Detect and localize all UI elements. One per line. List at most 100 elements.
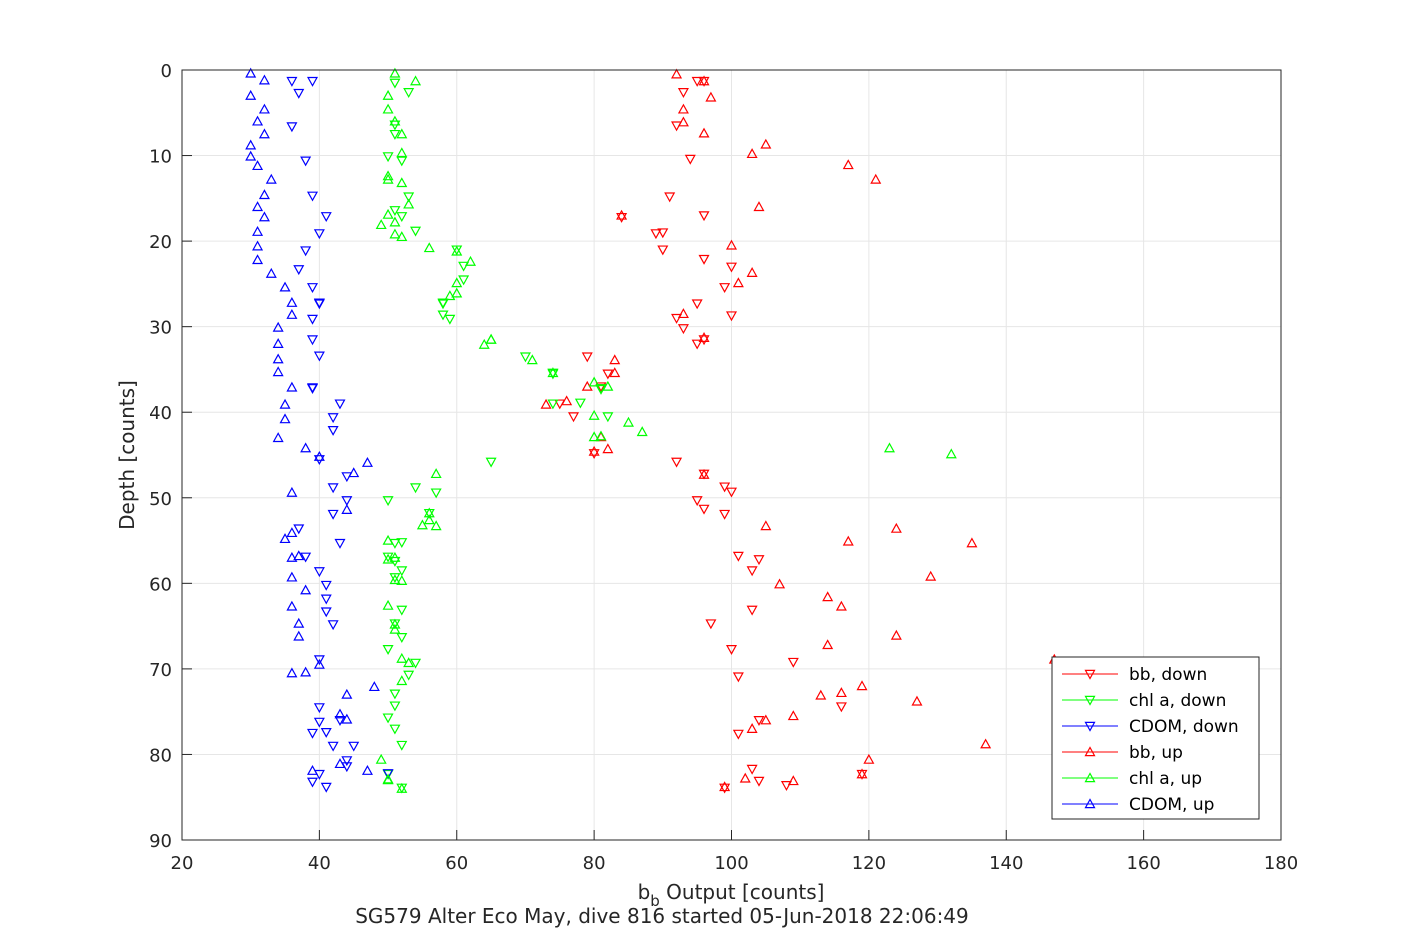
data-point — [698, 468, 710, 479]
data-point — [396, 740, 408, 751]
data-point — [389, 724, 401, 735]
data-point — [684, 154, 696, 165]
data-point — [671, 313, 683, 324]
data-point — [306, 314, 319, 325]
data-point — [348, 467, 360, 478]
data-point — [300, 246, 312, 257]
data-point — [313, 298, 325, 309]
data-point — [382, 534, 394, 545]
legend-marker — [1084, 772, 1096, 783]
data-point — [389, 623, 401, 634]
data-point — [382, 496, 394, 507]
data-point — [313, 450, 325, 461]
data-point — [361, 764, 373, 775]
legend-marker — [1084, 695, 1096, 706]
data-point — [272, 338, 284, 348]
data-point — [519, 352, 531, 363]
data-point — [526, 354, 538, 365]
data-point — [478, 338, 490, 349]
data-point — [444, 314, 456, 325]
data-point — [911, 695, 923, 706]
data-point — [780, 781, 792, 791]
y-axis-ticks: 0 10 20 30 40 50 60 70 80 90 — [149, 61, 192, 852]
data-point — [279, 533, 291, 544]
data-point — [609, 354, 621, 365]
data-point — [272, 321, 284, 332]
data-point — [396, 566, 408, 577]
data-point — [306, 76, 319, 87]
data-point — [293, 617, 305, 628]
data-point — [732, 551, 744, 562]
data-point — [698, 127, 710, 138]
data-point — [835, 687, 847, 698]
data-point — [389, 78, 401, 89]
data-point — [382, 89, 394, 100]
data-point — [698, 332, 710, 342]
data-point — [691, 76, 703, 87]
data-point — [980, 738, 992, 749]
data-point — [286, 122, 298, 133]
data-point — [588, 449, 600, 460]
data-point — [842, 535, 854, 546]
data-point — [609, 367, 621, 378]
data-point — [698, 254, 710, 265]
data-point — [258, 74, 270, 85]
data-point — [677, 88, 689, 98]
data-point — [382, 170, 394, 181]
data-point — [677, 308, 689, 319]
data-point — [389, 701, 401, 712]
data-point — [705, 91, 717, 102]
data-point — [396, 575, 408, 585]
y-tick-label: 20 — [149, 232, 172, 253]
x-tick-label: 180 — [1264, 853, 1298, 874]
data-point — [856, 768, 868, 779]
data-point — [671, 457, 683, 468]
data-point — [300, 584, 312, 595]
x-axis-label-rest: Output [counts] — [660, 880, 825, 904]
data-point — [657, 245, 669, 256]
data-point — [245, 150, 257, 161]
data-point — [313, 351, 325, 362]
data-point — [320, 727, 332, 738]
y-tick-label: 50 — [149, 489, 172, 510]
data-point — [245, 67, 257, 78]
legend-label: chl a, down — [1129, 691, 1226, 711]
data-point — [382, 553, 394, 564]
data-point — [787, 775, 799, 786]
data-point — [300, 666, 312, 677]
data-point — [396, 231, 408, 242]
data-point — [348, 741, 360, 752]
data-point — [451, 277, 463, 288]
data-point — [252, 225, 264, 236]
data-point — [320, 594, 332, 605]
data-point — [327, 425, 339, 436]
data-point — [300, 156, 312, 167]
legend-label: chl a, up — [1129, 769, 1202, 789]
data-point — [389, 228, 401, 239]
data-point — [595, 430, 607, 441]
data-point — [313, 567, 325, 578]
data-point — [341, 496, 353, 507]
data-point — [945, 448, 957, 459]
data-point — [430, 520, 442, 531]
data-point — [279, 281, 291, 292]
data-point — [382, 103, 394, 114]
data-point — [320, 212, 332, 223]
data-point — [835, 600, 847, 611]
y-tick-label: 0 — [161, 61, 172, 82]
y-tick-label: 60 — [149, 574, 172, 595]
data-point — [616, 209, 628, 220]
data-point — [925, 570, 937, 581]
data-point — [341, 504, 353, 514]
data-point — [671, 68, 683, 79]
x-axis-label: bb Output [counts] — [638, 880, 825, 910]
data-point — [732, 729, 744, 740]
data-point — [616, 212, 628, 223]
data-point — [698, 335, 710, 346]
data-point — [588, 445, 600, 456]
data-point — [588, 409, 600, 420]
data-point — [883, 442, 896, 453]
data-point — [293, 88, 305, 99]
data-point — [423, 514, 435, 525]
data-point — [286, 486, 298, 497]
